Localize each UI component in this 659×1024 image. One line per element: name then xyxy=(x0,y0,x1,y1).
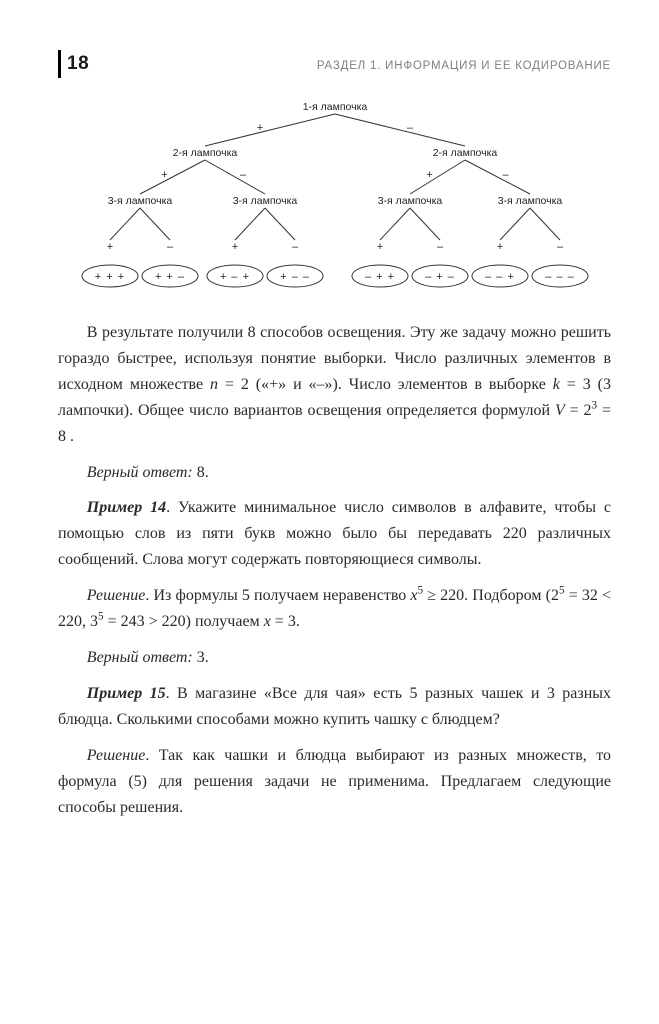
svg-text:–: – xyxy=(239,169,246,181)
svg-text:– + –: – + – xyxy=(425,271,455,283)
page: 18 РАЗДЕЛ 1. ИНФОРМАЦИЯ И ЕЕ КОДИРОВАНИЕ… xyxy=(0,0,659,1024)
svg-text:3-я лампочка: 3-я лампочка xyxy=(497,195,562,207)
answer-label: Верный ответ: xyxy=(87,464,193,481)
svg-text:2-я лампочка: 2-я лампочка xyxy=(172,147,237,159)
example-label: Пример 14 xyxy=(87,499,166,516)
svg-text:– + +: – + + xyxy=(364,271,394,283)
svg-text:+ + +: + + + xyxy=(94,271,124,283)
svg-text:3-я лампочка: 3-я лампочка xyxy=(232,195,297,207)
svg-text:2-я лампочка: 2-я лампочка xyxy=(432,147,497,159)
var-k: k xyxy=(553,376,560,393)
solution-label: Решение xyxy=(87,747,146,764)
answer-label: Верный ответ: xyxy=(87,649,193,666)
svg-text:–: – xyxy=(291,241,298,253)
svg-text:– – –: – – – xyxy=(545,271,574,283)
answer-1: Верный ответ: 8. xyxy=(58,460,611,486)
svg-text:3-я лампочка: 3-я лампочка xyxy=(377,195,442,207)
answer-value: 8. xyxy=(193,464,209,481)
svg-text:+ – –: + – – xyxy=(280,271,310,283)
var-x: x xyxy=(264,613,271,630)
t: = 243 > 220) получаем xyxy=(104,613,264,630)
solution-15: Решение. Так как чашки и блюдца выбирают… xyxy=(58,743,611,821)
answer-14: Верный ответ: 3. xyxy=(58,645,611,671)
svg-text:– – +: – – + xyxy=(485,271,515,283)
answer-value: 3. xyxy=(193,649,209,666)
svg-text:+: + xyxy=(256,122,262,134)
paragraph-result: В результате получили 8 способов освещен… xyxy=(58,320,611,450)
svg-text:+: + xyxy=(231,241,237,253)
svg-text:+: + xyxy=(161,169,167,181)
svg-text:–: – xyxy=(166,241,173,253)
example-15: Пример 15. В магазине «Все для чая» есть… xyxy=(58,681,611,733)
page-header: 18 РАЗДЕЛ 1. ИНФОРМАЦИЯ И ЕЕ КОДИРОВАНИЕ xyxy=(58,50,611,78)
svg-text:+: + xyxy=(496,241,502,253)
section-title: РАЗДЕЛ 1. ИНФОРМАЦИЯ И ЕЕ КОДИРОВАНИЕ xyxy=(317,60,611,72)
solution-14: Решение. Из формулы 5 получаем неравенст… xyxy=(58,583,611,635)
page-number-rule: 18 xyxy=(58,50,89,78)
var-n: n xyxy=(210,376,218,393)
t: = 2 («+» и «–»). Число элементов в выбор… xyxy=(218,376,553,393)
lamp-tree-diagram: 1-я лампочка+2-я лампочка–2-я лампочка+3… xyxy=(60,96,610,296)
t: = 2 xyxy=(565,402,592,419)
body-text: В результате получили 8 способов освещен… xyxy=(58,320,611,820)
svg-text:1-я лампочка: 1-я лампочка xyxy=(302,101,367,113)
svg-text:–: – xyxy=(502,169,509,181)
svg-text:+ + –: + + – xyxy=(154,271,184,283)
svg-text:3-я лампочка: 3-я лампочка xyxy=(107,195,172,207)
svg-text:+: + xyxy=(106,241,112,253)
example-label: Пример 15 xyxy=(87,685,166,702)
svg-text:–: – xyxy=(406,122,413,134)
var-v: V xyxy=(555,402,565,419)
t: = 3. xyxy=(271,613,300,630)
svg-text:–: – xyxy=(556,241,563,253)
t: . Из формулы 5 получаем неравенство xyxy=(145,587,410,604)
svg-text:+: + xyxy=(376,241,382,253)
page-number: 18 xyxy=(67,53,89,75)
example-14: Пример 14. Укажите минимальное число сим… xyxy=(58,495,611,573)
svg-text:–: – xyxy=(436,241,443,253)
solution-label: Решение xyxy=(87,587,146,604)
svg-text:+ – +: + – + xyxy=(219,271,249,283)
svg-text:+: + xyxy=(426,169,432,181)
t: ≥ 220. Подбором (2 xyxy=(423,587,559,604)
var-x: x xyxy=(410,587,417,604)
